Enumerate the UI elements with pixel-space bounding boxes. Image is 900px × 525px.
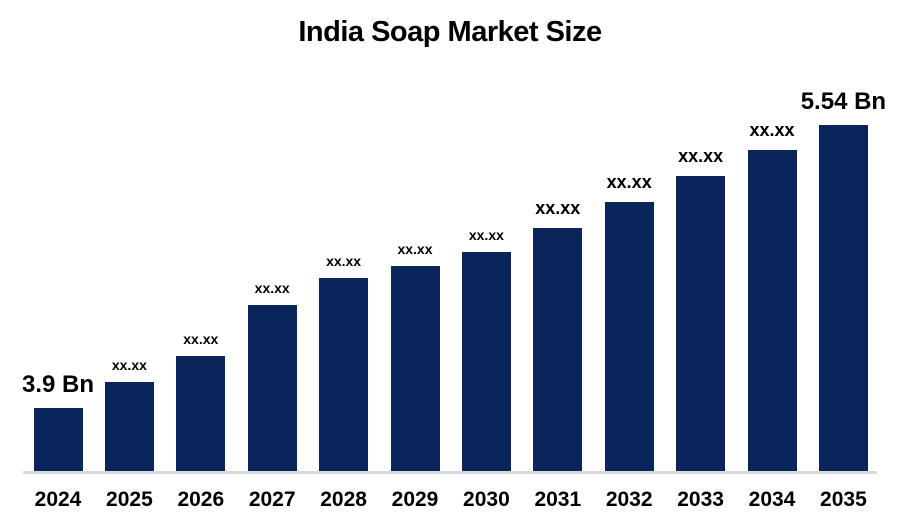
bar-2025 xyxy=(104,382,154,471)
bar-2032 xyxy=(604,202,654,471)
bar-value-label-2029: xx.xx xyxy=(397,241,433,258)
chart-title: India Soap Market Size xyxy=(298,16,602,48)
bar-2029 xyxy=(390,266,440,471)
bar-2034 xyxy=(747,150,797,471)
x-axis-label-2034: 2034 xyxy=(748,488,796,511)
bar-value-label-2026: xx.xx xyxy=(183,331,219,348)
x-axis-line xyxy=(23,471,877,474)
x-axis-label-2031: 2031 xyxy=(534,488,582,511)
bar-2024 xyxy=(33,408,83,471)
bar-2026 xyxy=(176,356,226,471)
bar-2035 xyxy=(818,125,868,471)
bar-2030 xyxy=(461,252,511,471)
bar-value-label-2035: 5.54 Bn xyxy=(800,88,887,116)
bar-2027 xyxy=(247,305,297,471)
bar-2031 xyxy=(533,228,583,471)
x-axis-label-2028: 2028 xyxy=(320,488,367,511)
x-axis-label-2029: 2029 xyxy=(391,488,439,511)
bar-value-label-2028: xx.xx xyxy=(326,253,362,270)
x-axis-label-2026: 2026 xyxy=(177,488,225,511)
bar-value-label-2025: xx.xx xyxy=(111,357,147,374)
x-axis-label-2035: 2035 xyxy=(820,488,867,511)
bar-value-label-2030: xx.xx xyxy=(468,227,504,244)
x-axis-label-2030: 2030 xyxy=(463,488,510,511)
x-axis-label-2024: 2024 xyxy=(34,488,82,511)
bar-value-label-2031: xx.xx xyxy=(535,198,581,219)
x-axis-label-2027: 2027 xyxy=(248,488,296,511)
bar-value-label-2027: xx.xx xyxy=(254,280,290,297)
x-axis-label-2025: 2025 xyxy=(106,488,153,511)
bar-value-label-2033: xx.xx xyxy=(678,146,724,167)
bar-2033 xyxy=(676,176,726,471)
x-axis-label-2032: 2032 xyxy=(605,488,653,511)
bar-value-label-2032: xx.xx xyxy=(606,172,652,193)
x-axis-label-2033: 2033 xyxy=(677,488,724,511)
bar-value-label-2024: 3.9 Bn xyxy=(21,371,95,399)
bar-value-label-2034: xx.xx xyxy=(749,120,795,141)
bar-2028 xyxy=(319,278,369,471)
